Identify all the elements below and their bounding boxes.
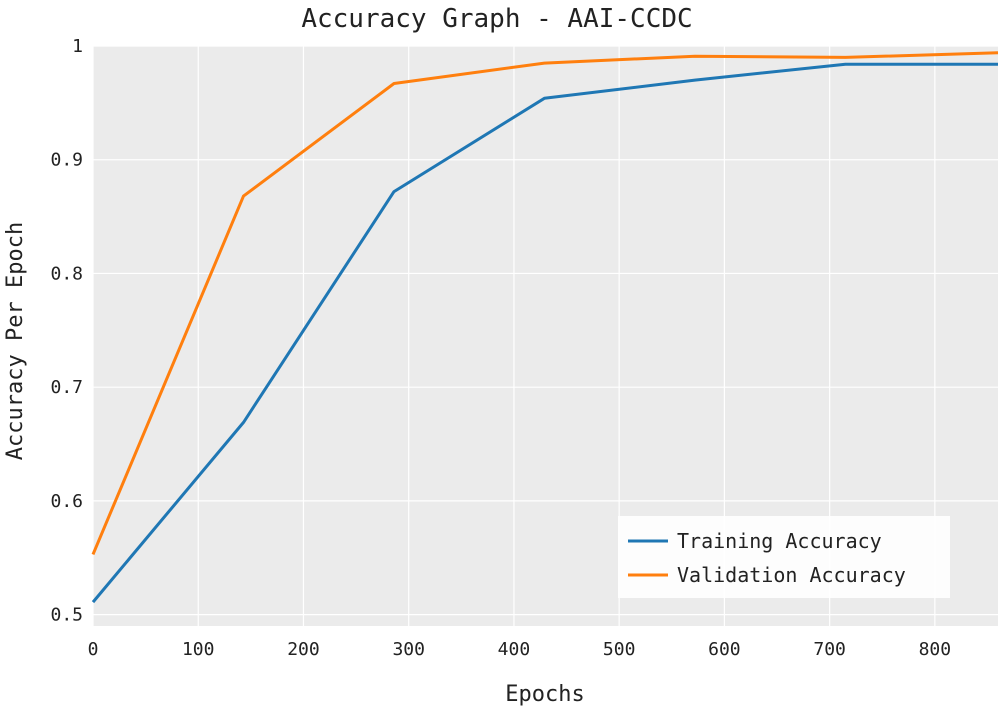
x-tick-label: 700 — [813, 639, 846, 660]
y-tick-label: 0.5 — [50, 605, 83, 626]
legend-label-training: Training Accuracy — [677, 529, 882, 553]
x-tick-label: 100 — [182, 639, 215, 660]
y-tick-label: 0.6 — [50, 491, 83, 512]
x-tick-label: 400 — [498, 639, 531, 660]
legend: Training Accuracy Validation Accuracy — [618, 516, 950, 598]
x-tick-label: 0 — [88, 639, 99, 660]
grid-lines — [92, 45, 998, 626]
x-tick-label: 800 — [919, 639, 952, 660]
x-tick-label: 300 — [392, 639, 425, 660]
x-tick-label: 500 — [603, 639, 636, 660]
validation-accuracy-line — [91, 51, 999, 555]
x-tick-label: 200 — [287, 639, 320, 660]
y-tick-label: 0.7 — [50, 377, 83, 398]
y-tick-label: 0.8 — [50, 263, 83, 284]
legend-label-validation: Validation Accuracy — [677, 563, 906, 587]
chart-title: Accuracy Graph - AAI-CCDC — [301, 4, 692, 34]
y-tick-label: 0.9 — [50, 150, 83, 171]
x-tick-label: 600 — [708, 639, 741, 660]
series-layer — [91, 51, 999, 604]
y-tick-label: 1 — [72, 36, 83, 57]
y-axis-ticks: 0.5 0.6 0.7 0.8 0.9 1 — [50, 36, 83, 626]
y-axis-label: Accuracy Per Epoch — [3, 222, 28, 460]
training-accuracy-line — [91, 62, 998, 604]
legend-box — [618, 516, 950, 598]
x-axis-ticks: 0 100 200 300 400 500 600 700 800 — [88, 639, 952, 660]
x-axis-label: Epochs — [505, 682, 584, 707]
